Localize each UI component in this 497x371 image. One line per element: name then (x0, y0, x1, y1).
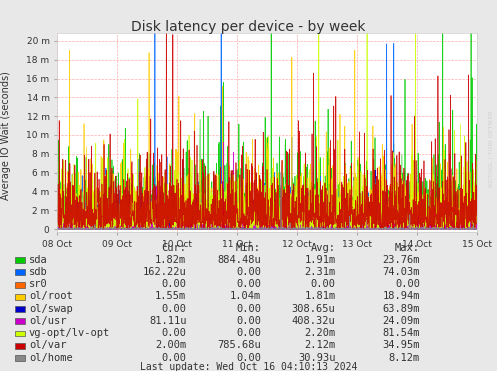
Text: 0.00: 0.00 (162, 353, 186, 362)
Text: 0.00: 0.00 (236, 353, 261, 362)
Text: 8.12m: 8.12m (389, 353, 420, 362)
Text: Min:: Min: (236, 243, 261, 253)
Text: 408.32u: 408.32u (292, 316, 335, 326)
Text: Average IO Wait (seconds): Average IO Wait (seconds) (1, 71, 11, 200)
Text: 0.00: 0.00 (236, 328, 261, 338)
Text: ol/swap: ol/swap (29, 304, 73, 313)
Text: 0.00: 0.00 (236, 304, 261, 313)
Text: 785.68u: 785.68u (217, 341, 261, 350)
Text: 0.00: 0.00 (162, 304, 186, 313)
Text: 1.91m: 1.91m (304, 255, 335, 265)
Text: ol/home: ol/home (29, 353, 73, 362)
Text: 0.00: 0.00 (236, 316, 261, 326)
Text: 0.00: 0.00 (311, 279, 335, 289)
Text: sdb: sdb (29, 267, 48, 277)
Text: 24.09m: 24.09m (383, 316, 420, 326)
Text: ol/var: ol/var (29, 341, 66, 350)
Text: 1.82m: 1.82m (155, 255, 186, 265)
Text: 81.54m: 81.54m (383, 328, 420, 338)
Text: 0.00: 0.00 (236, 267, 261, 277)
Text: 74.03m: 74.03m (383, 267, 420, 277)
Text: Avg:: Avg: (311, 243, 335, 253)
Text: Max:: Max: (395, 243, 420, 253)
Text: 1.81m: 1.81m (304, 292, 335, 301)
Text: sr0: sr0 (29, 279, 48, 289)
Text: 30.93u: 30.93u (298, 353, 335, 362)
Text: vg-opt/lv-opt: vg-opt/lv-opt (29, 328, 110, 338)
Text: 34.95m: 34.95m (383, 341, 420, 350)
Text: ol/root: ol/root (29, 292, 73, 301)
Text: Disk latency per device - by week: Disk latency per device - by week (131, 20, 366, 35)
Text: RDTOOL / TOBI OETIKER: RDTOOL / TOBI OETIKER (489, 110, 494, 187)
Text: 63.89m: 63.89m (383, 304, 420, 313)
Text: 81.11u: 81.11u (149, 316, 186, 326)
Text: 1.04m: 1.04m (230, 292, 261, 301)
Text: Cur:: Cur: (162, 243, 186, 253)
Text: 1.55m: 1.55m (155, 292, 186, 301)
Text: 18.94m: 18.94m (383, 292, 420, 301)
Text: 0.00: 0.00 (236, 279, 261, 289)
Text: 884.48u: 884.48u (217, 255, 261, 265)
Text: 162.22u: 162.22u (143, 267, 186, 277)
Text: 0.00: 0.00 (162, 279, 186, 289)
Text: Last update: Wed Oct 16 04:10:13 2024: Last update: Wed Oct 16 04:10:13 2024 (140, 362, 357, 371)
Text: ol/usr: ol/usr (29, 316, 66, 326)
Text: 2.31m: 2.31m (304, 267, 335, 277)
Text: 0.00: 0.00 (162, 328, 186, 338)
Text: 0.00: 0.00 (395, 279, 420, 289)
Text: 2.12m: 2.12m (304, 341, 335, 350)
Text: 2.00m: 2.00m (155, 341, 186, 350)
Text: sda: sda (29, 255, 48, 265)
Text: 308.65u: 308.65u (292, 304, 335, 313)
Text: 23.76m: 23.76m (383, 255, 420, 265)
Text: 2.20m: 2.20m (304, 328, 335, 338)
